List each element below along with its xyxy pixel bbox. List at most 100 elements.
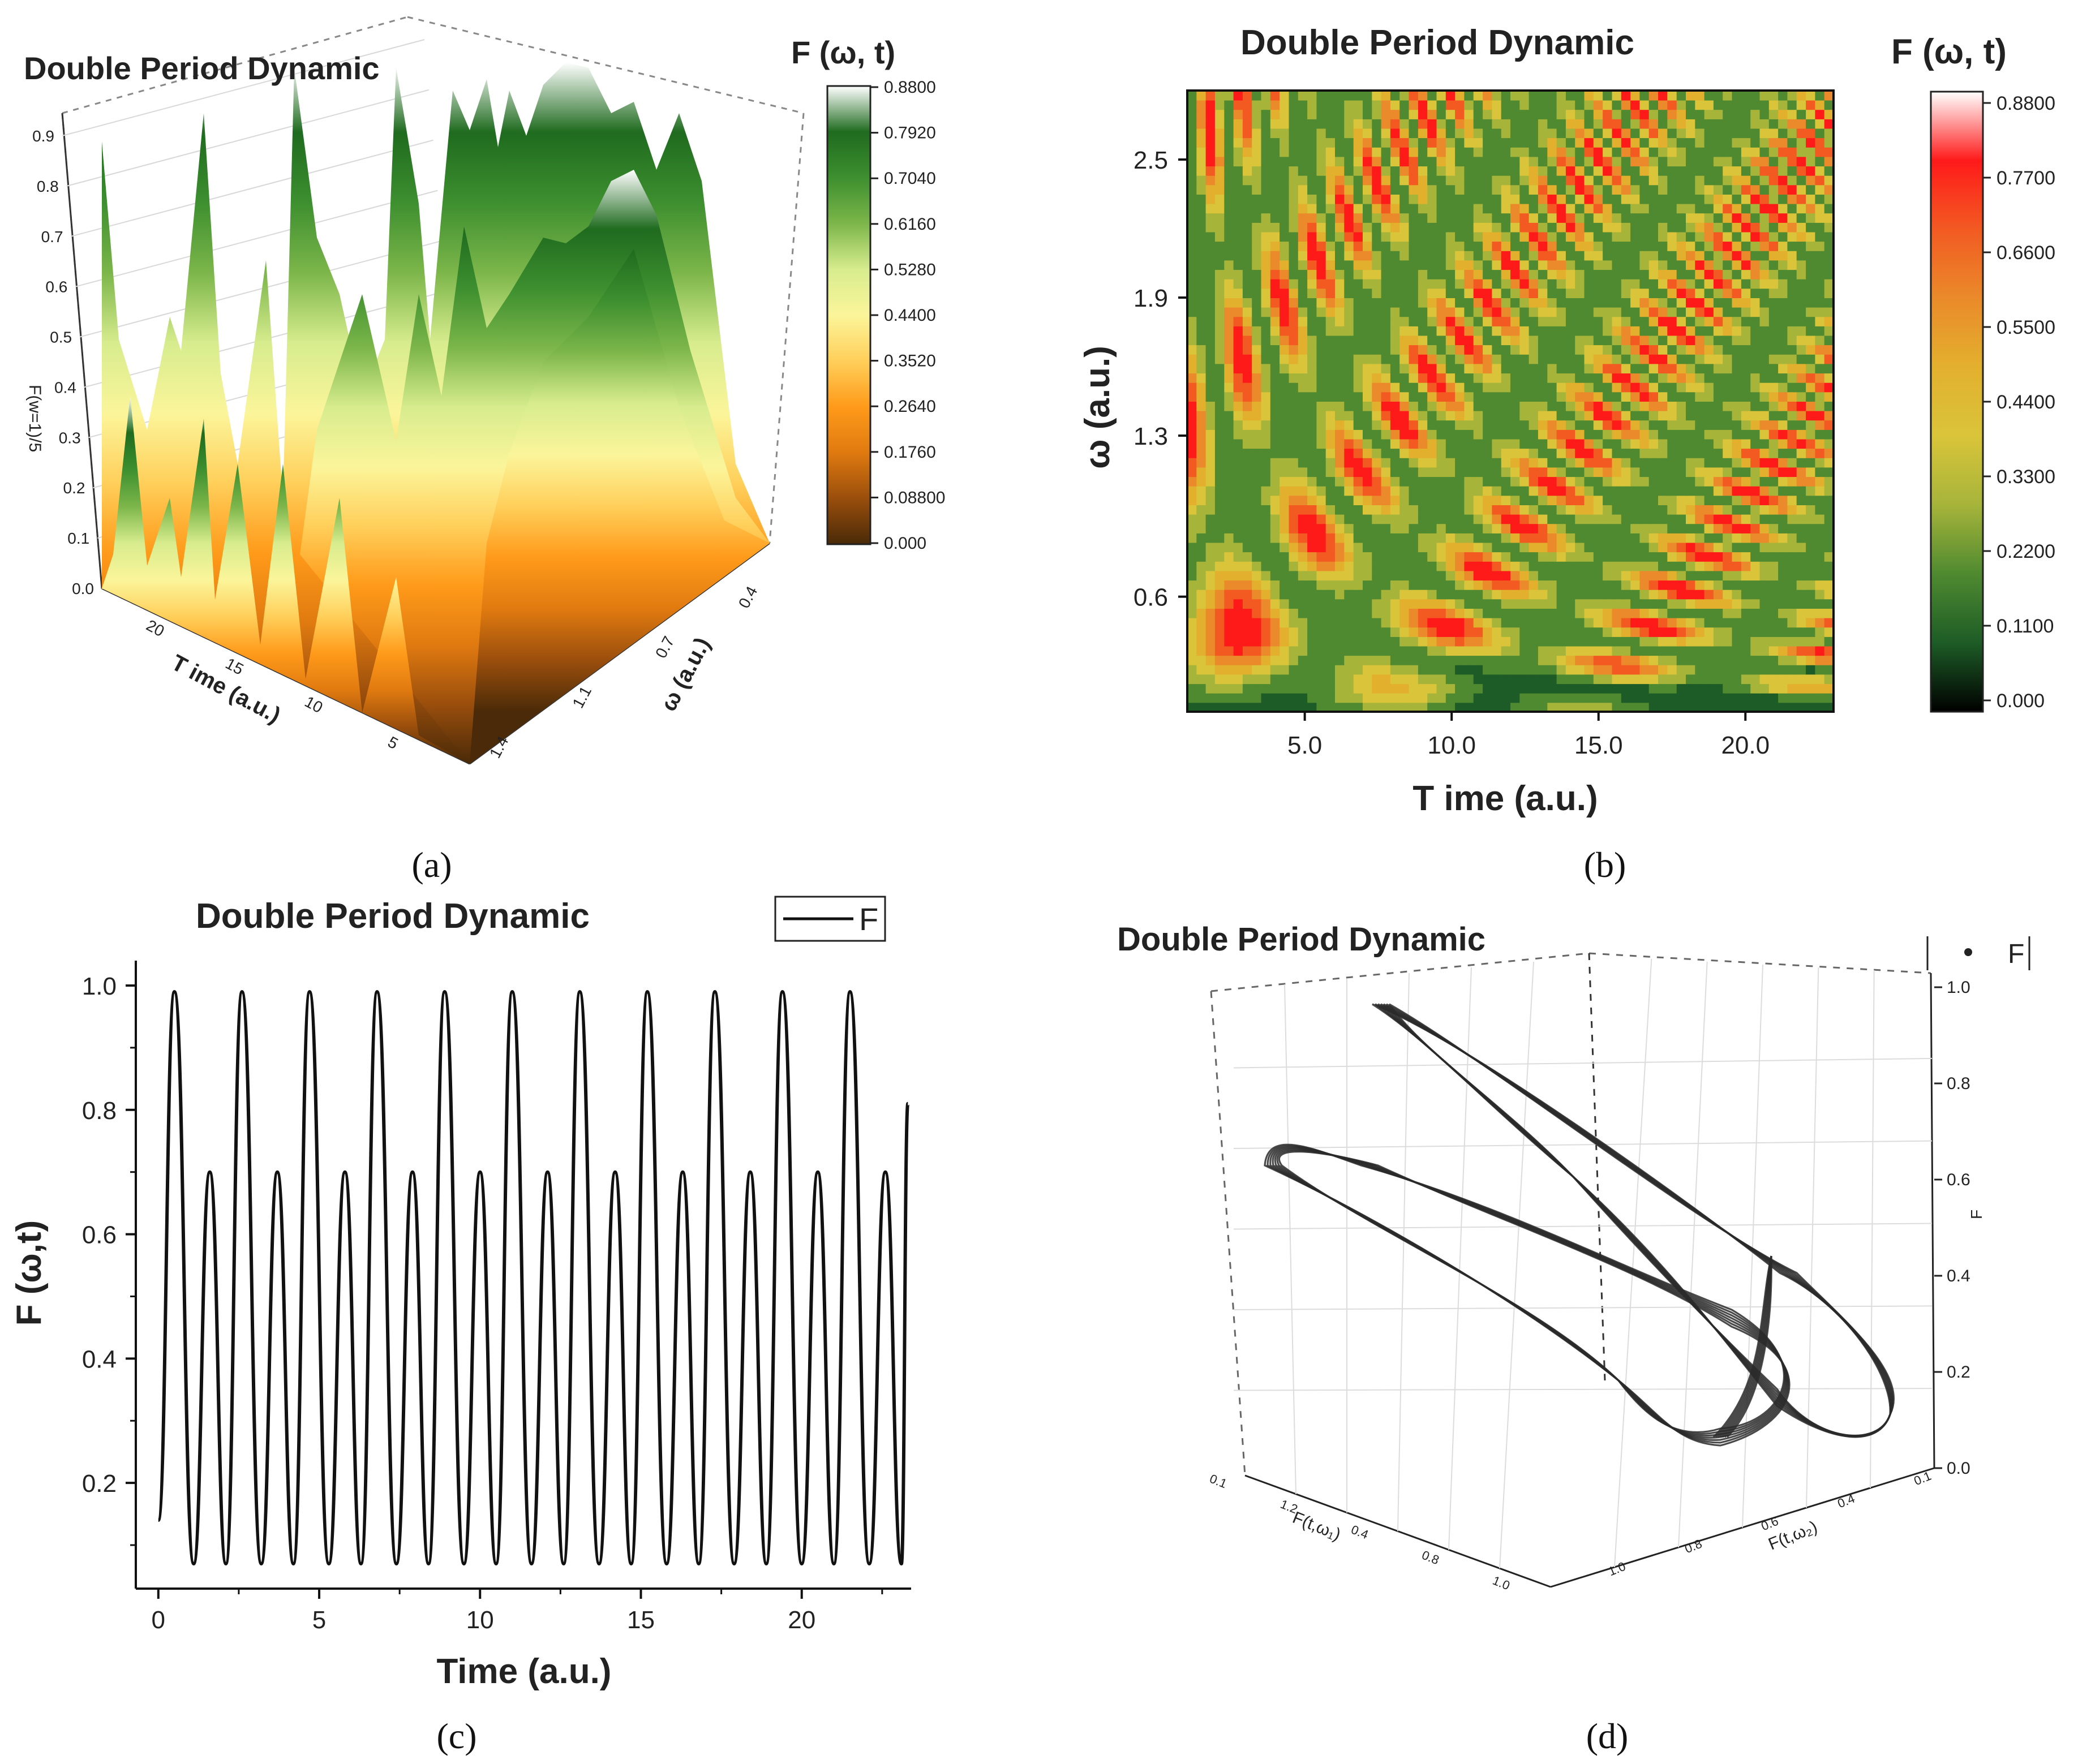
panel-b-heatmap-cell <box>1639 532 1650 543</box>
panel-b-heatmap-cell <box>1252 288 1262 298</box>
panel-b-heatmap-cell <box>1759 278 1770 289</box>
panel-b-heatmap-cell <box>1556 448 1566 458</box>
panel-b-heatmap-cell <box>1224 373 1234 383</box>
panel-b-heatmap-cell <box>1187 109 1197 119</box>
panel-b-heatmap-cell <box>1806 100 1816 110</box>
panel-b-heatmap-cell <box>1214 580 1225 590</box>
panel-b-heatmap-cell <box>1501 213 1511 223</box>
panel-b-heatmap-cell <box>1233 542 1243 553</box>
panel-b-heatmap-cell <box>1510 636 1521 647</box>
panel-b-heatmap-cell <box>1510 692 1521 703</box>
panel-b-heatmap-cell <box>1289 429 1299 440</box>
panel-b-heatmap-cell <box>1768 278 1779 289</box>
panel-b-heatmap-cell <box>1519 514 1530 524</box>
panel-b-heatmap-cell <box>1529 589 1539 600</box>
panel-b-heatmap-cell <box>1316 118 1326 129</box>
panel-b-heatmap-cell <box>1584 222 1594 233</box>
panel-b-heatmap-cell <box>1298 373 1308 383</box>
panel-b-heatmap-cell <box>1325 580 1336 590</box>
panel-b-heatmap-cell <box>1630 325 1641 336</box>
panel-b-heatmap-cell <box>1409 363 1419 374</box>
panel-b-heatmap-cell <box>1372 514 1382 524</box>
panel-b-heatmap-cell <box>1519 363 1530 374</box>
panel-b-heatmap-cell <box>1695 448 1705 458</box>
panel-b-heatmap-cell <box>1363 100 1373 110</box>
panel-b-heatmap-cell <box>1270 617 1281 628</box>
panel-b-heatmap-cell <box>1307 175 1317 186</box>
panel-b-heatmap-cell <box>1584 589 1594 600</box>
panel-b-heatmap-cell <box>1815 683 1825 694</box>
panel-b-heatmap-cell <box>1768 523 1779 533</box>
panel-b-heatmap-cell <box>1390 683 1401 694</box>
panel-b-heatmap-cell <box>1427 231 1437 242</box>
panel-c-caption: (c) <box>436 1716 476 1756</box>
panel-b-heatmap-cell <box>1796 373 1806 383</box>
panel-b-heatmap-cell <box>1390 552 1401 562</box>
panel-b-heatmap-cell <box>1335 298 1345 308</box>
panel-b-heatmap-cell <box>1445 298 1456 308</box>
panel-b-heatmap-cell <box>1399 523 1410 533</box>
panel-b-heatmap-cell <box>1658 100 1668 110</box>
panel-b-heatmap-cell <box>1695 580 1705 590</box>
panel-b-heatmap-cell <box>1723 109 1733 119</box>
panel-b-heatmap-cell <box>1759 655 1770 665</box>
panel-b-heatmap-cell <box>1390 156 1401 167</box>
panel-b-heatmap-cell <box>1556 316 1566 326</box>
panel-b-heatmap-cell <box>1658 345 1668 355</box>
panel-b-heatmap-cell <box>1344 128 1354 139</box>
panel-b-heatmap-cell <box>1529 91 1539 101</box>
panel-b-heatmap-cell <box>1603 429 1613 440</box>
panel-b-heatmap-cell <box>1455 382 1465 393</box>
panel-b-heatmap-cell <box>1778 552 1788 562</box>
panel-b-heatmap-cell <box>1593 627 1604 637</box>
panel-b-heatmap-cell <box>1372 702 1382 712</box>
panel-b-heatmap-cell <box>1639 683 1650 694</box>
panel-b-heatmap-cell <box>1205 617 1216 628</box>
panel-b-heatmap-cell <box>1787 391 1797 402</box>
panel-b-heatmap-cell <box>1575 589 1585 600</box>
panel-b-heatmap-cell <box>1298 213 1308 223</box>
panel-b-heatmap-cell <box>1667 664 1677 675</box>
panel-b-heatmap-cell <box>1796 448 1806 458</box>
panel-b-heatmap-cell <box>1658 617 1668 628</box>
panel-b-heatmap-cell <box>1584 166 1594 176</box>
panel-b-heatmap-cell <box>1565 382 1576 393</box>
panel-b-heatmap-cell <box>1538 438 1548 449</box>
panel-b-heatmap-cell <box>1630 561 1641 571</box>
panel-b-heatmap-cell <box>1612 467 1622 477</box>
panel-b-heatmap-cell <box>1335 100 1345 110</box>
panel-b-heatmap-cell <box>1565 683 1576 694</box>
panel-b-heatmap-cell <box>1750 523 1761 533</box>
panel-b-heatmap-cell <box>1639 166 1650 176</box>
panel-b-heatmap-cell <box>1787 175 1797 186</box>
panel-b-heatmap-cell <box>1473 552 1483 562</box>
panel-b-heatmap-cell <box>1344 505 1354 515</box>
panel-b-heatmap-cell <box>1519 608 1530 618</box>
panel-b-heatmap-cell <box>1575 118 1585 129</box>
panel-b-heatmap-cell <box>1436 514 1446 524</box>
panel-b-heatmap-cell <box>1187 213 1197 223</box>
panel-b-heatmap-cell <box>1723 552 1733 562</box>
panel-b-heatmap-cell <box>1686 175 1696 186</box>
panel-b-heatmap-cell <box>1316 542 1326 553</box>
panel-b-heatmap-cell <box>1427 457 1437 468</box>
panel-b-heatmap-cell <box>1307 542 1317 553</box>
panel-b-heatmap-cell <box>1316 420 1326 430</box>
panel-b-heatmap-cell <box>1547 222 1557 233</box>
panel-b-heatmap-cell <box>1667 448 1677 458</box>
panel-b-heatmap-cell <box>1445 608 1456 618</box>
panel-b-heatmap-cell <box>1335 147 1345 157</box>
panel-b-heatmap-cell <box>1750 175 1761 186</box>
panel-b-heatmap-cell <box>1732 325 1742 336</box>
panel-b-heatmap-cell <box>1363 467 1373 477</box>
panel-b-heatmap-cell <box>1261 420 1271 430</box>
panel-b-heatmap-cell <box>1612 692 1622 703</box>
panel-b-heatmap-cell <box>1796 617 1806 628</box>
panel-b-heatmap-cell <box>1261 664 1271 675</box>
panel-b-heatmap-cell <box>1307 608 1317 618</box>
panel-b-heatmap-cell <box>1787 646 1797 656</box>
panel-b-heatmap-cell <box>1242 646 1253 656</box>
panel-b-heatmap-cell <box>1298 203 1308 214</box>
panel-b-heatmap-cell <box>1603 702 1613 712</box>
panel-b-heatmap-cell <box>1593 608 1604 618</box>
